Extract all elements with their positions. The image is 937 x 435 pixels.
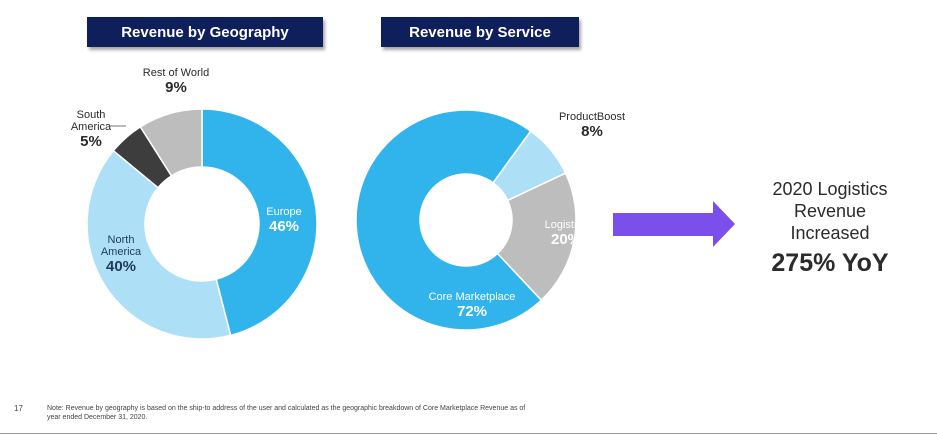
- footnote-line-1: Note: Revenue by geography is based on t…: [47, 405, 526, 412]
- geography-header: Revenue by Geography: [87, 17, 323, 47]
- logistics-callout: 2020 Logistics Revenue Increased 275% Yo…: [745, 178, 915, 280]
- label-north-america-line-2: America: [101, 246, 142, 258]
- value-north-america: 40%: [106, 258, 136, 275]
- slice-core-marketplace: [355, 109, 543, 331]
- label-north-america-line-1: North: [108, 234, 135, 246]
- value-rest-of-world: 9%: [165, 79, 187, 96]
- label-europe: Europe: [266, 206, 301, 218]
- label-logistics: Logistics: [545, 219, 588, 231]
- slice-europe: [201, 108, 318, 337]
- value-south-america: 5%: [80, 133, 102, 150]
- callout-line-2: Revenue: [793, 201, 867, 221]
- service-header: Revenue by Service: [381, 17, 579, 47]
- page-number: 17: [14, 404, 23, 413]
- footnote: Note: Revenue by geography is based on t…: [47, 404, 627, 422]
- bottom-divider: [0, 433, 937, 434]
- value-productboost: 8%: [581, 123, 603, 140]
- label-core-marketplace: Core Marketplace: [429, 291, 516, 303]
- slice-rest-of-world: [139, 108, 203, 177]
- callout-highlight: 275% YoY: [771, 249, 889, 277]
- right-arrow-icon: [613, 201, 735, 247]
- callout-line-1: 2020 Logistics: [772, 179, 888, 199]
- slice-north-america: [86, 149, 232, 340]
- label-south-america-line-1: South: [77, 109, 106, 121]
- callout-line-3: Increased: [790, 223, 870, 243]
- footnote-line-2: year ended December 31, 2020.: [47, 414, 148, 421]
- value-europe: 46%: [269, 218, 299, 235]
- label-productboost: ProductBoost: [559, 111, 625, 123]
- value-core-marketplace: 72%: [457, 303, 487, 320]
- label-south-america-line-2: America: [71, 121, 112, 133]
- value-logistics: 20%: [551, 231, 581, 248]
- geography-donut: Europe46%NorthAmerica40%SouthAmerica5%Re…: [71, 67, 318, 340]
- label-rest-of-world: Rest of World: [143, 67, 209, 79]
- slice-logistics: [496, 172, 577, 302]
